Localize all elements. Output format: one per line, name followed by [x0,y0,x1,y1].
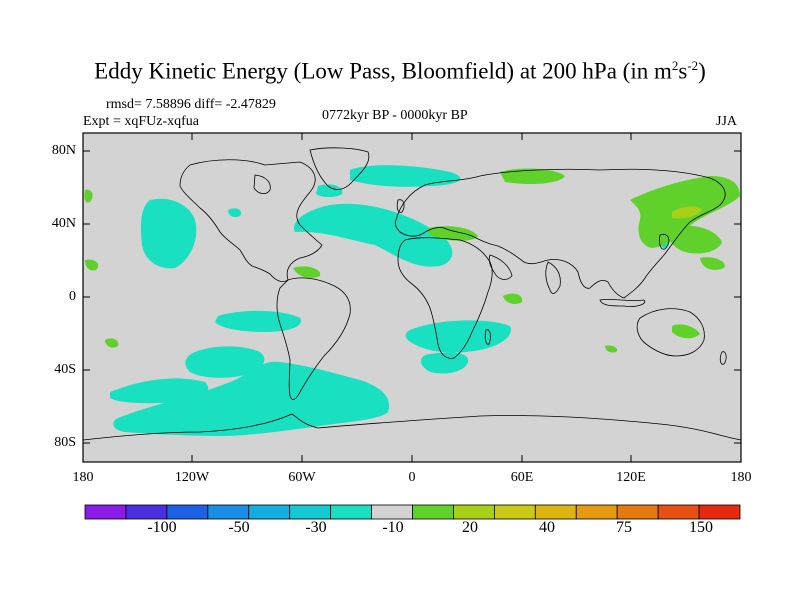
lat-label-40s: 40S [54,362,76,377]
coast-hudson-bay [253,174,271,194]
colorbar-label: 75 [616,519,632,536]
negative-anomaly-patches [110,165,670,436]
colorbar-swatch [493,504,536,520]
patch-mid-pacific [293,266,321,278]
period-label: 0772kyr BP - 0000kyr BP [322,108,468,123]
patch-australia [672,324,700,339]
coast-indonesia [599,299,646,307]
colorbar-swatch [125,504,168,520]
patch-north-atlantic [294,203,453,267]
lat-label-80s: 80S [54,435,76,450]
lon-label-180e: 180 [730,470,752,485]
lat-label-80n: 80N [51,143,76,158]
colorbar-swatch [534,504,577,520]
colorbar-swatch [330,504,372,520]
lon-label-180w: 180 [72,470,94,485]
patch-hawaii [85,259,99,271]
lon-ticks [191,133,632,462]
colorbar-label: 150 [689,519,713,536]
lon-label-0: 0 [408,470,416,485]
colorbar-label: -50 [228,519,250,536]
lon-label-60e: 60E [510,470,534,485]
colorbar-swatch [289,504,332,520]
colorbar-swatch [371,504,413,520]
patch-nw-pacific-east [667,225,722,254]
experiment-label: Expt = xqFUz-xqfua [83,114,199,129]
coast-south-america [276,277,351,400]
colorbar-swatch [248,504,291,520]
colorbar-swatch [412,504,454,520]
coast-uk [396,199,405,213]
positive-anomaly-patches [84,168,740,353]
coast-eurasia [394,168,726,299]
colorbar-label: -30 [305,519,327,536]
colorbar-swatch [207,504,250,520]
lat-label-0: 0 [69,289,76,304]
colorbar [84,504,741,520]
patch-south-atlantic [405,320,511,353]
patch-south-pacific-green [105,338,119,348]
patch-north-pacific [140,198,197,269]
coast-australia [636,308,705,357]
lat-label-40n: 40N [51,216,76,231]
patch-mediterranean [427,226,478,241]
colorbar-swatch [616,504,659,520]
colorbar-label: -10 [382,519,404,536]
coast-antarctica [82,413,742,441]
colorbar-swatch [575,504,618,520]
coast-new-zealand [719,351,727,365]
patch-arctic [350,165,461,187]
patch-aleutian [228,208,242,218]
colorbar-swatch [166,504,209,520]
coast-north-america [179,159,323,282]
colorbar-label: 20 [462,519,478,536]
coast-india [545,261,561,294]
lat-ticks [83,150,741,444]
patch-southern-indian [605,345,618,353]
coast-africa [397,237,493,359]
stats-text: rmsd= 7.58896 diff= -2.47829 [106,97,276,112]
colorbar-swatch [453,504,495,520]
colorbar-label: -100 [147,519,177,536]
colorbar-label: 40 [539,519,555,536]
chart-title: Eddy Kinetic Energy (Low Pass, Bloomfiel… [94,58,706,84]
patch-south-pacific-atlantic [113,361,390,436]
patch-central-pacific [700,257,725,270]
patch-greenland-sea [316,184,343,197]
patch-west-pacific [84,189,93,203]
patch-sh-midpacific [215,310,301,332]
coast-japan [659,233,670,250]
coast-madagascar [484,329,491,345]
lon-label-120w: 120W [174,470,210,485]
coast-greenland [309,147,370,190]
lon-label-60w: 60W [288,470,316,485]
colorbar-swatch [657,504,700,520]
patch-south-pacific-west [110,378,209,404]
coast-arabia [488,254,513,280]
patch-indian [503,293,523,304]
patch-nw-pacific-core [672,206,702,219]
patch-arctic-russia [500,168,565,184]
lon-label-120e: 120E [616,470,646,485]
colorbar-swatch [84,504,127,520]
patch-east-atlantic [370,217,396,234]
patch-south-pacific-north [185,346,265,378]
season-label: JJA [716,114,738,129]
colorbar-swatch [698,504,741,520]
patch-indian-ocean [420,352,469,374]
coastlines [82,147,742,441]
